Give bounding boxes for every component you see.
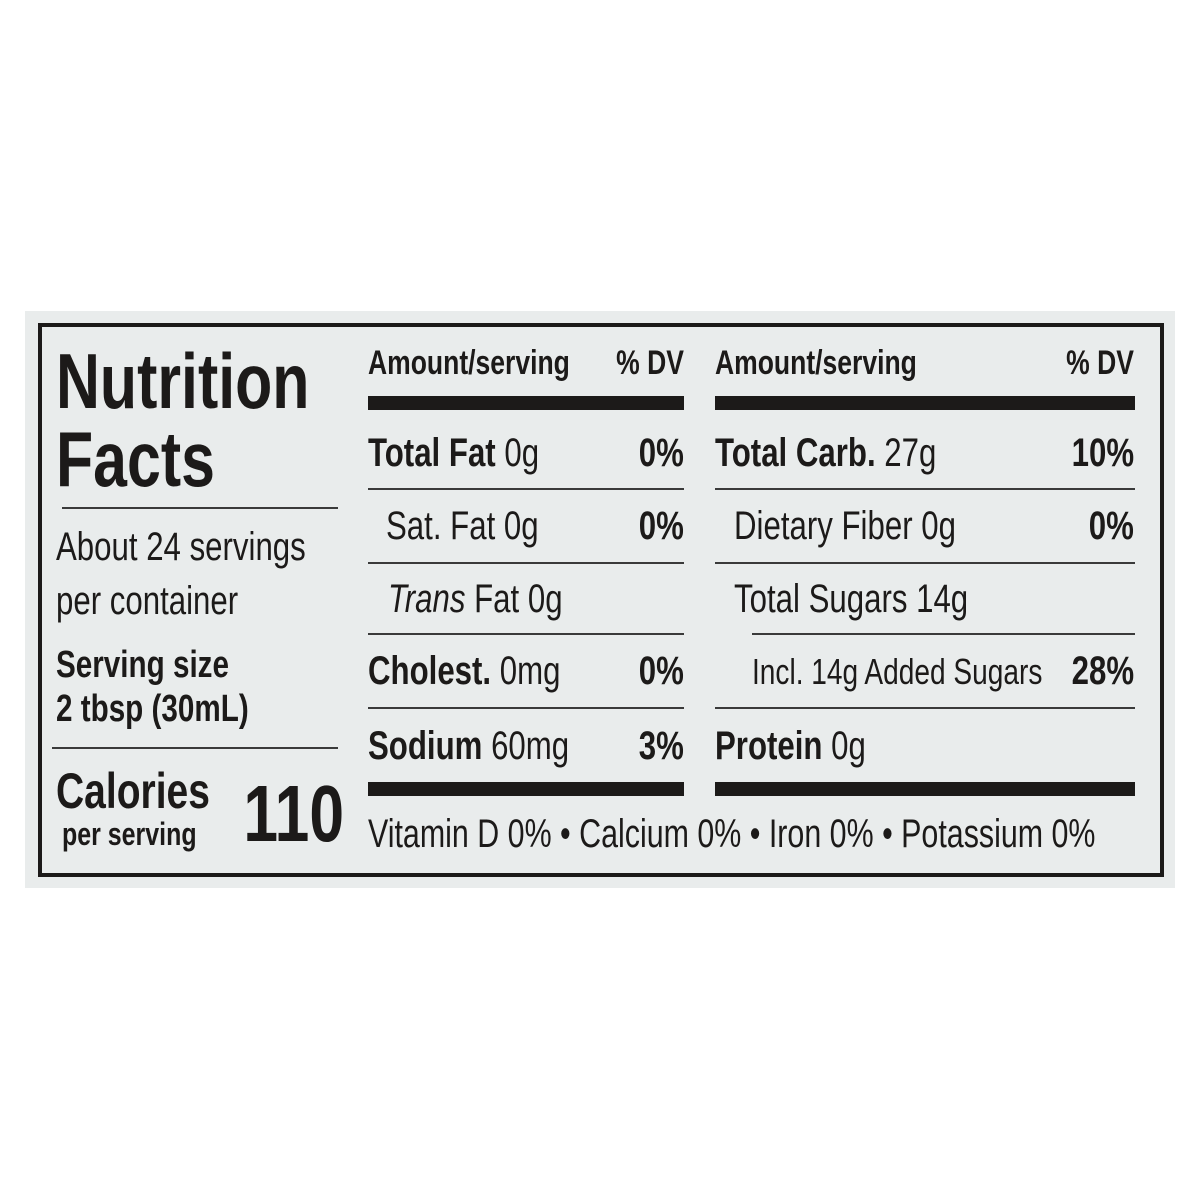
added-sugars: Incl. 14g Added Sugars xyxy=(752,651,1043,692)
dv-value: 0% xyxy=(1088,504,1134,548)
dv-value: 0% xyxy=(638,504,684,548)
servings-per-container: per container xyxy=(56,579,239,623)
servings-per-container: About 24 servings xyxy=(56,525,306,569)
calories-label: Calories xyxy=(56,763,210,819)
header-dv: % DV xyxy=(1066,344,1134,382)
dv-value: 10% xyxy=(1071,431,1134,475)
nutrient-row: Total Fat 0g xyxy=(368,431,540,475)
divider xyxy=(715,488,1135,490)
nutrient-row: Total Carb. 27g xyxy=(715,431,937,475)
divider xyxy=(368,562,684,564)
calories-value: 110 xyxy=(243,769,344,858)
header-amount: Amount/serving xyxy=(715,344,917,382)
divider xyxy=(368,633,684,635)
nutrient-row: Sat. Fat 0g xyxy=(386,504,539,548)
nutrient-row: Protein 0g xyxy=(715,724,866,768)
serving-size-label: Serving size xyxy=(56,644,229,686)
dv-value: 3% xyxy=(638,724,684,768)
nutrient-row: Total Sugars 14g xyxy=(734,577,969,621)
divider xyxy=(368,707,684,709)
nutrient-row: Cholest. 0mg xyxy=(368,649,561,693)
dv-value: 28% xyxy=(1071,649,1134,693)
calories-sub: per serving xyxy=(62,816,197,852)
thick-bar xyxy=(715,782,1135,796)
header-dv: % DV xyxy=(616,344,684,382)
nutrient-row: Dietary Fiber 0g xyxy=(734,504,956,548)
divider xyxy=(715,707,1135,709)
divider xyxy=(62,507,338,509)
title: Nutrition xyxy=(56,337,310,425)
serving-size-value: 2 tbsp (30mL) xyxy=(56,688,249,730)
nutrient-row: Sodium 60mg xyxy=(368,724,570,768)
thick-bar xyxy=(715,396,1135,410)
thick-bar xyxy=(368,396,684,410)
dv-value: 0% xyxy=(638,649,684,693)
dv-value: 0% xyxy=(638,431,684,475)
divider xyxy=(52,747,338,749)
thick-bar xyxy=(368,782,684,796)
header-amount: Amount/serving xyxy=(368,344,570,382)
divider xyxy=(715,562,1135,564)
nutrient-row: Trans Fat 0g xyxy=(388,577,563,621)
vitamins-minerals: Vitamin D 0% • Calcium 0% • Iron 0% • Po… xyxy=(368,812,1096,856)
divider xyxy=(368,488,684,490)
nutrition-facts-box xyxy=(38,323,1164,877)
title: Facts xyxy=(56,415,215,503)
divider xyxy=(752,633,1135,635)
